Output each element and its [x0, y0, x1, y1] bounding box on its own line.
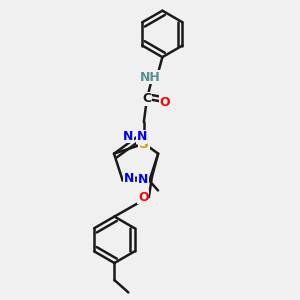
Text: C: C: [142, 92, 152, 105]
Text: O: O: [138, 190, 148, 203]
Text: NH: NH: [140, 71, 160, 84]
Text: S: S: [139, 137, 149, 151]
Text: N: N: [136, 130, 147, 143]
Text: N: N: [123, 130, 134, 142]
Text: N: N: [138, 173, 148, 186]
Text: N: N: [124, 172, 134, 184]
Text: O: O: [159, 95, 170, 109]
